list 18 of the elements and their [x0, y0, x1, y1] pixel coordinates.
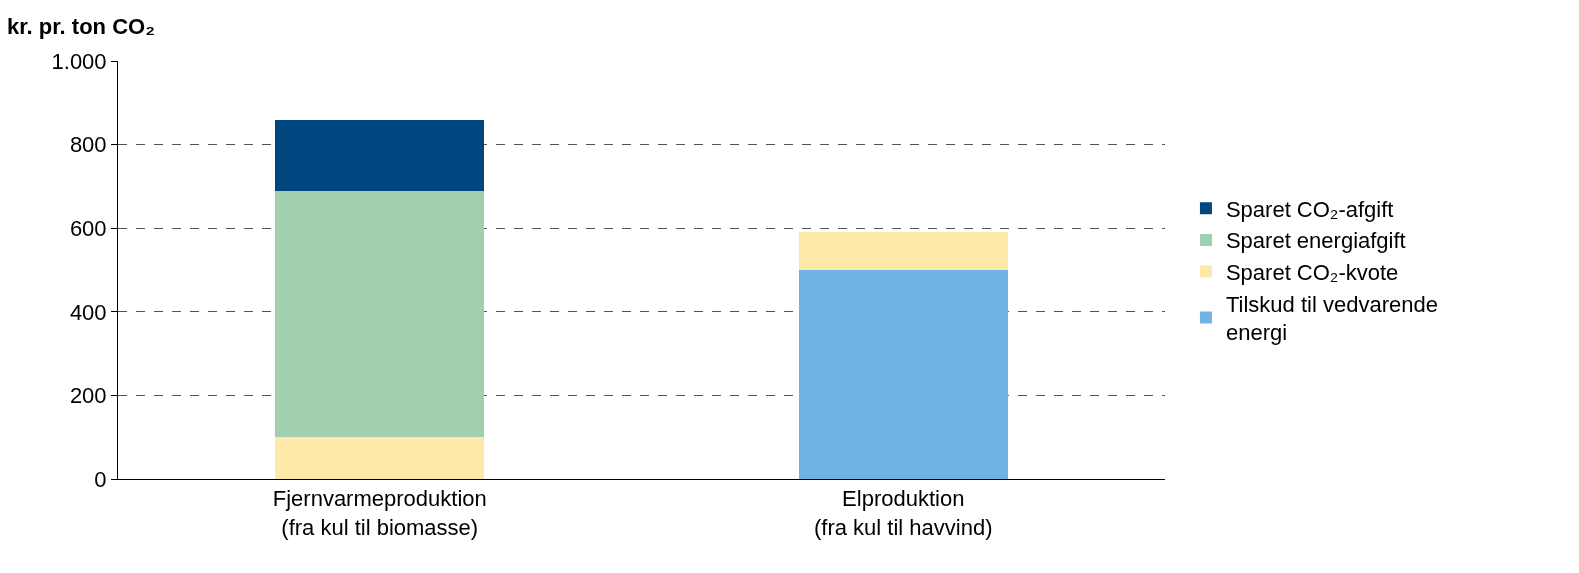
y-tick-label: 1.000 [51, 48, 107, 74]
y-tick-label: 400 [69, 299, 107, 325]
bar [275, 119, 485, 191]
legend-label: Tilskud til vedvarende energi [1225, 291, 1438, 346]
y-tick-label: 0 [94, 466, 107, 492]
legend-label: Sparet CO₂-afgift [1225, 196, 1394, 222]
y-tick-label: 800 [69, 132, 107, 158]
y-tick-label: 200 [69, 383, 107, 409]
bar [798, 270, 1008, 479]
bar [275, 437, 485, 479]
y-axis-title: kr. pr. ton CO₂ [7, 14, 155, 39]
x-tick-label: Fjernvarmeproduktion (fra kul til biomasse) [272, 486, 487, 540]
y-tick-label: 600 [69, 215, 107, 241]
legend-label: Sparet CO₂-kvote [1225, 260, 1399, 286]
bar [798, 232, 1008, 270]
legend-label: Sparet energiafgift [1225, 228, 1406, 254]
x-tick-label: Elproduktion (fra kul til havvind) [813, 486, 993, 540]
bar [275, 190, 485, 438]
